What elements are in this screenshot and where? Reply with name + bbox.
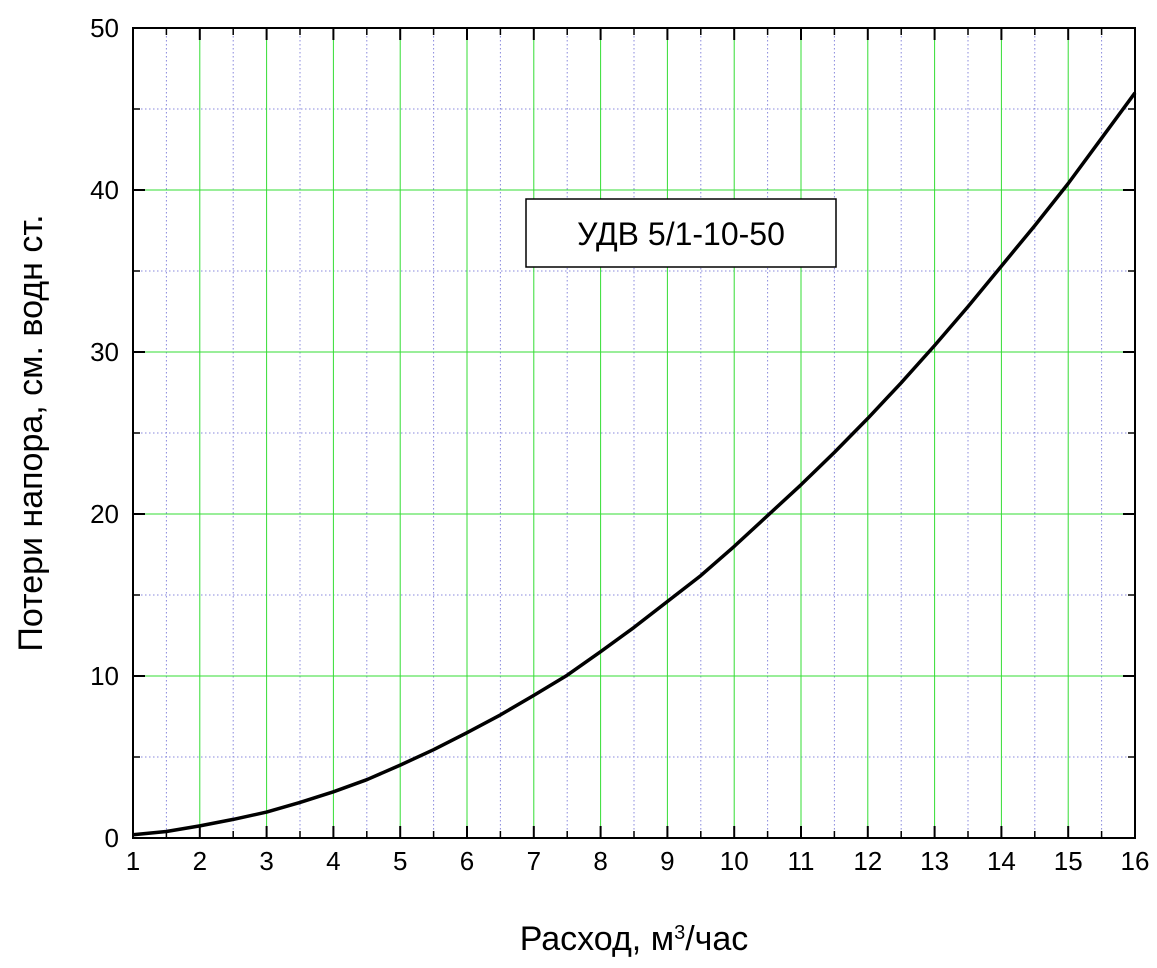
x-tick-label: 2 [193,846,207,876]
x-tick-label: 12 [853,846,882,876]
x-axis-title-tail: /час [685,920,748,958]
annotation-label: УДВ 5/1-10-50 [577,216,785,252]
y-tick-label: 0 [105,823,119,853]
x-tick-label: 11 [788,846,815,876]
x-tick-label: 14 [987,846,1016,876]
x-axis-title: Расход, м3/час [520,920,749,958]
x-tick-label: 15 [1054,846,1083,876]
x-tick-label: 5 [393,846,407,876]
y-tick-label: 30 [90,337,119,367]
y-tick-label: 40 [90,175,119,205]
y-axis-title: Потери напора, см. водн ст. [12,214,50,651]
x-tick-label: 4 [326,846,340,876]
x-tick-label: 16 [1121,846,1150,876]
y-tick-label: 20 [90,499,119,529]
x-tick-labels: 1 2 3 4 5 6 7 8 9 10 11 12 13 14 15 16 [126,846,1150,876]
y-tick-labels: 0 10 20 30 40 50 [90,13,119,853]
x-tick-label: 9 [660,846,674,876]
x-tick-label: 10 [720,846,749,876]
axis-ticks [132,27,1136,839]
minor-grid [133,28,1135,838]
x-tick-label: 7 [527,846,541,876]
annotation-border [525,198,837,268]
series-curve [132,91,1137,837]
plot-frame [132,27,1136,839]
annotation-box: УДВ 5/1-10-50 [525,198,837,268]
major-grid [133,28,1135,838]
x-tick-label: 1 [126,846,140,876]
x-tick-label: 6 [460,846,474,876]
x-axis-title-sup: 3 [674,922,685,944]
y-tick-label: 50 [90,13,119,43]
y-tick-label: 10 [90,661,119,691]
x-tick-label: 8 [593,846,607,876]
x-tick-label: 13 [920,846,949,876]
x-tick-label: 3 [259,846,273,876]
x-axis-title-main: Расход, м [520,920,674,958]
